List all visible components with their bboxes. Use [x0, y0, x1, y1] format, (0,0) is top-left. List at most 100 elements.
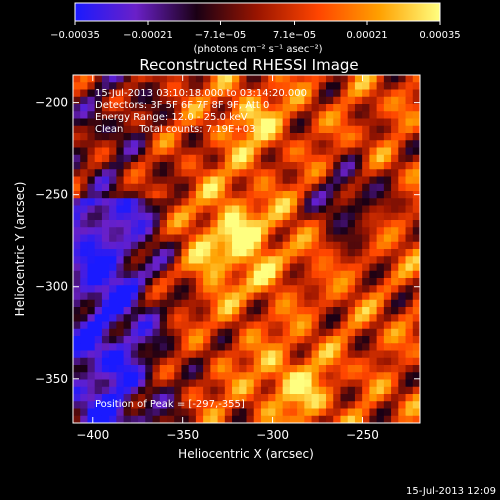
- heatmap-cell: [326, 336, 334, 344]
- heatmap-cell: [203, 82, 211, 91]
- heatmap-cell: [326, 111, 334, 120]
- heatmap-cell: [304, 415, 313, 423]
- heatmap-cell: [138, 227, 146, 236]
- heatmap-cell: [391, 183, 399, 192]
- heatmap-cell: [362, 162, 370, 170]
- heatmap-cell: [166, 205, 175, 214]
- heatmap-cell: [217, 205, 226, 214]
- heatmap-cell: [210, 234, 219, 243]
- heatmap-cell: [174, 104, 183, 112]
- heatmap-cell: [297, 234, 305, 243]
- heatmap-cell: [224, 408, 233, 417]
- heatmap-cell: [159, 270, 168, 279]
- heatmap-cell: [391, 205, 399, 214]
- heatmap-cell: [318, 357, 327, 366]
- heatmap-cell: [333, 307, 342, 315]
- heatmap-cell: [73, 299, 81, 308]
- heatmap-cell: [340, 379, 349, 388]
- heatmap-cell: [138, 176, 146, 185]
- heatmap-cell: [362, 212, 370, 221]
- heatmap-cell: [333, 111, 342, 120]
- heatmap-cell: [275, 372, 284, 381]
- heatmap-cell: [391, 386, 399, 395]
- heatmap-cell: [116, 169, 125, 178]
- heatmap-cell: [94, 169, 103, 178]
- heatmap-cell: [224, 350, 233, 359]
- heatmap-cell: [333, 357, 342, 366]
- heatmap-cell: [289, 307, 298, 315]
- heatmap-cell: [239, 249, 248, 257]
- heatmap-cell: [166, 227, 175, 236]
- heatmap-cell: [289, 118, 298, 127]
- heatmap-cell: [145, 386, 154, 395]
- heatmap-cell: [297, 328, 305, 337]
- heatmap-cell: [253, 314, 262, 323]
- heatmap-cell: [152, 365, 161, 373]
- heatmap-cell: [174, 307, 183, 315]
- heatmap-cell: [188, 241, 197, 250]
- heatmap-cell: [80, 162, 89, 170]
- heatmap-cell: [239, 278, 248, 286]
- heatmap-cell: [80, 205, 89, 214]
- heatmap-cell: [239, 154, 248, 163]
- heatmap-cell: [239, 198, 248, 207]
- heatmap-cell: [116, 82, 125, 91]
- heatmap-cell: [73, 212, 81, 221]
- heatmap-cell: [130, 408, 139, 417]
- heatmap-cell: [224, 343, 233, 352]
- heatmap-cell: [116, 212, 125, 221]
- heatmap-cell: [123, 350, 132, 359]
- heatmap-cell: [123, 162, 132, 170]
- heatmap-cell: [354, 176, 363, 185]
- heatmap-cell: [232, 386, 240, 395]
- heatmap-cell: [268, 198, 277, 207]
- heatmap-cell: [318, 292, 327, 301]
- heatmap-cell: [87, 270, 96, 279]
- heatmap-cell: [347, 133, 356, 141]
- heatmap-cell: [275, 140, 284, 149]
- heatmap-cell: [311, 256, 320, 265]
- heatmap-cell: [326, 278, 334, 286]
- heatmap-cell: [130, 205, 139, 214]
- heatmap-cell: [232, 82, 240, 91]
- heatmap-cell: [362, 372, 370, 381]
- heatmap-cell: [391, 278, 399, 286]
- heatmap-cell: [94, 379, 103, 388]
- heatmap-cell: [347, 118, 356, 127]
- heatmap-cell: [80, 125, 89, 134]
- heatmap-cell: [116, 154, 125, 163]
- heatmap-cell: [217, 299, 226, 308]
- heatmap-cell: [239, 307, 248, 315]
- heatmap-cell: [123, 133, 132, 141]
- heatmap-cell: [203, 350, 211, 359]
- heatmap-cell: [376, 299, 385, 308]
- heatmap-cell: [340, 212, 349, 221]
- heatmap-cell: [232, 350, 240, 359]
- heatmap-cell: [354, 299, 363, 308]
- heatmap-cell: [260, 241, 269, 250]
- heatmap-cell: [210, 82, 219, 91]
- heatmap-cell: [232, 96, 240, 105]
- heatmap-cell: [289, 372, 298, 381]
- heatmap-cell: [195, 140, 204, 149]
- heatmap-cell: [73, 256, 81, 265]
- heatmap-cell: [260, 343, 269, 352]
- heatmap-cell: [246, 162, 255, 170]
- heatmap-cell: [109, 256, 117, 265]
- heatmap-cell: [94, 408, 103, 417]
- heatmap-cell: [152, 191, 161, 199]
- heatmap-cell: [304, 372, 313, 381]
- heatmap-cell: [210, 343, 219, 352]
- heatmap-cell: [246, 220, 255, 228]
- heatmap-cell: [304, 249, 313, 257]
- heatmap-cell: [101, 379, 110, 388]
- heatmap-cell: [282, 314, 291, 323]
- heatmap-cell: [326, 379, 334, 388]
- heatmap-cell: [224, 133, 233, 141]
- heatmap-cell: [210, 154, 219, 163]
- heatmap-cell: [87, 89, 96, 98]
- heatmap-cell: [188, 212, 197, 221]
- heatmap-cell: [362, 227, 370, 236]
- heatmap-cell: [376, 118, 385, 127]
- heatmap-cell: [239, 365, 248, 373]
